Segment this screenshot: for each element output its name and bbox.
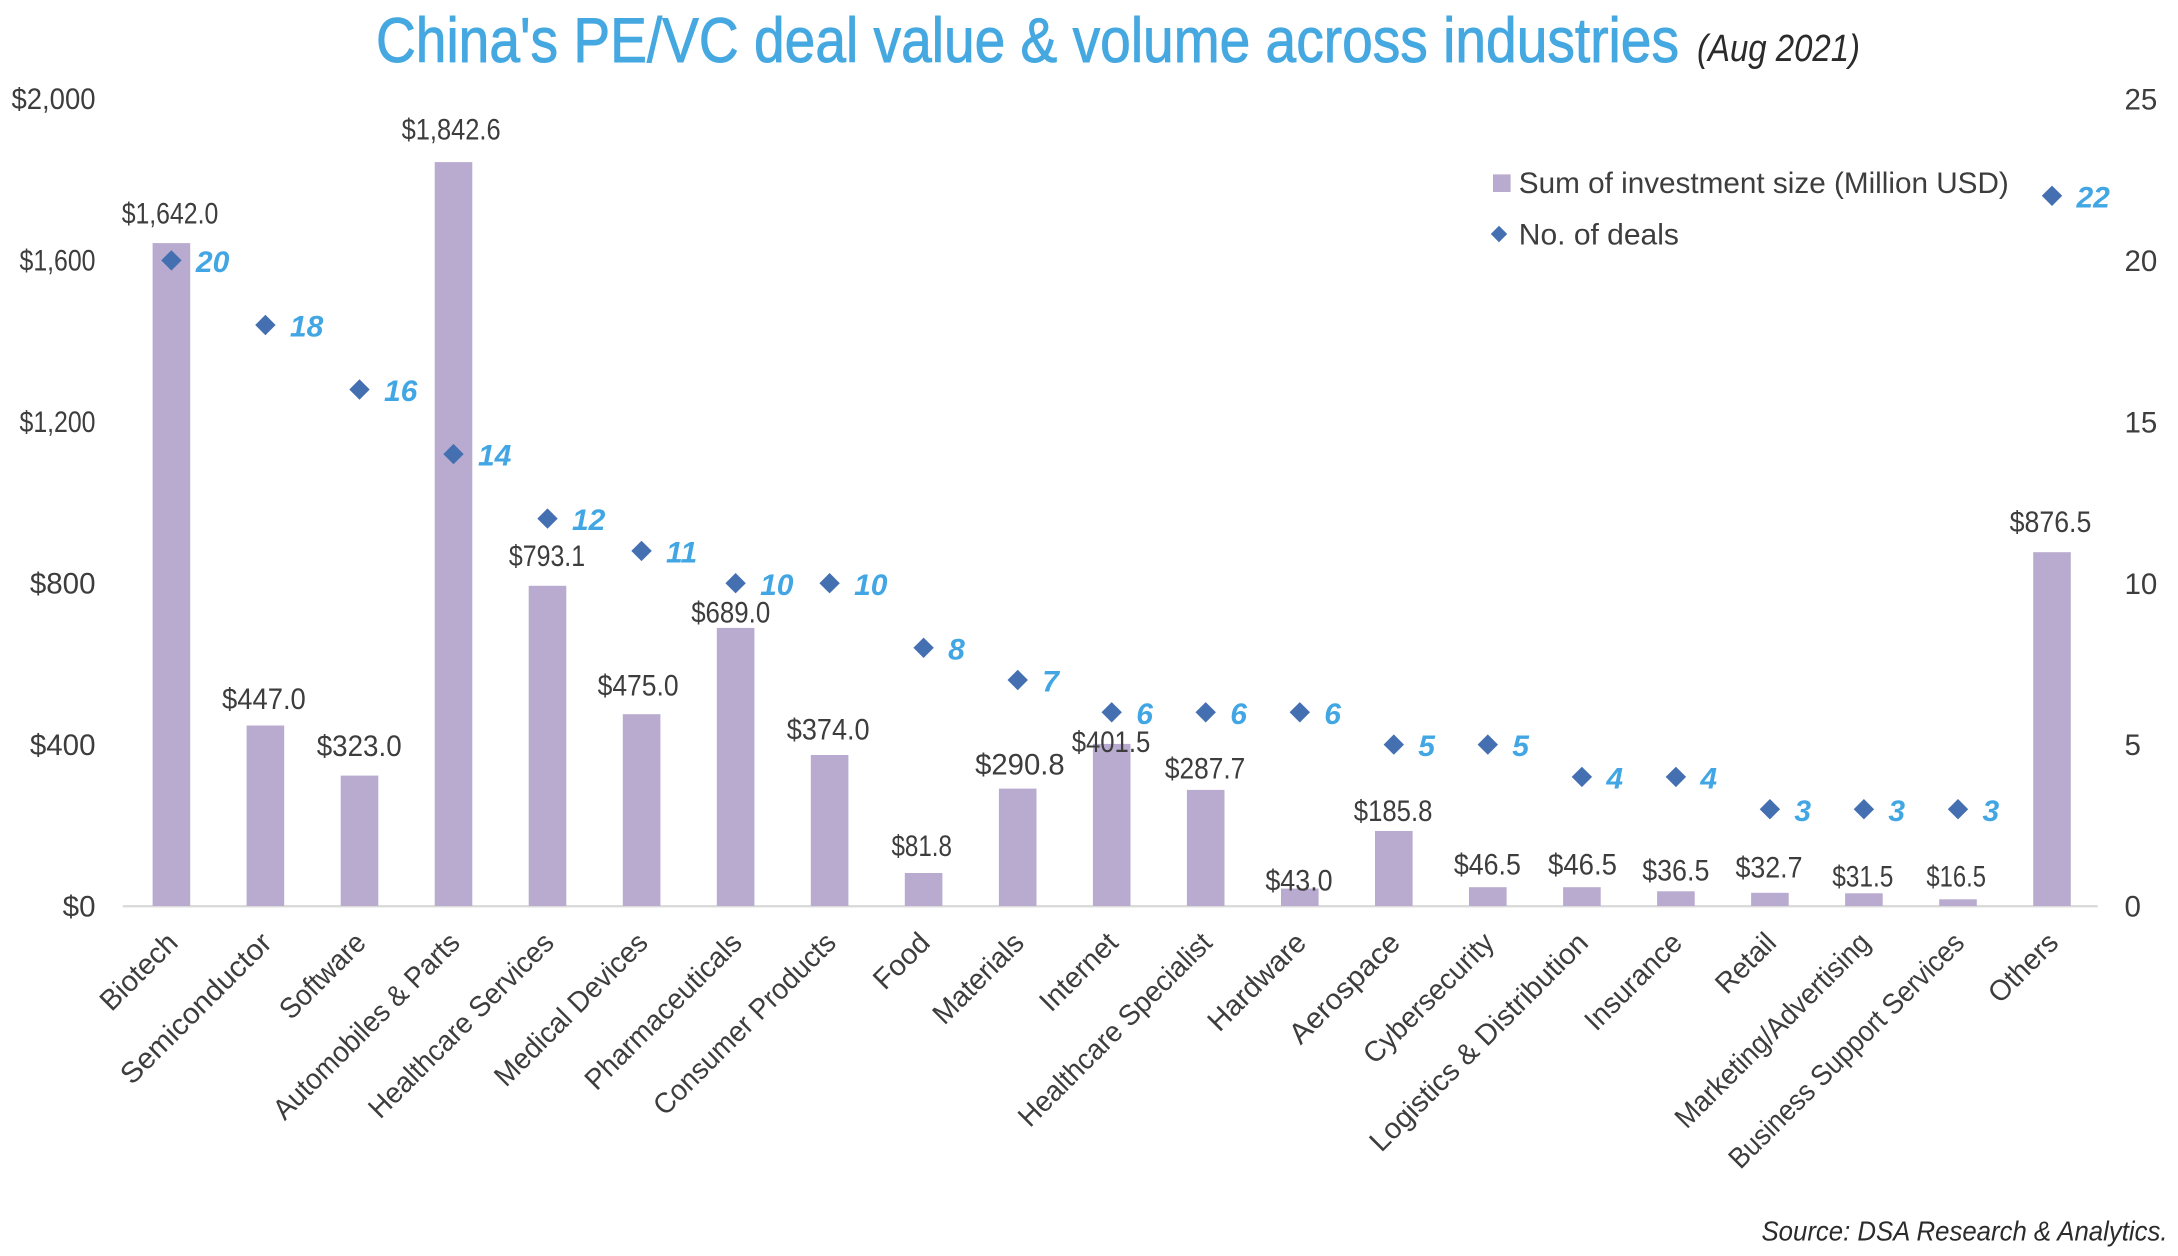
svg-text:20: 20 [195,246,230,279]
svg-text:$876.5: $876.5 [2010,506,2092,539]
svg-text:5: 5 [1418,730,1436,763]
svg-text:10: 10 [760,569,794,602]
svg-text:Source: DSA Research & Analyti: Source: DSA Research & Analytics. [1762,1216,2168,1247]
svg-text:$46.5: $46.5 [1454,848,1521,881]
svg-text:8: 8 [948,633,965,666]
svg-text:$800: $800 [30,568,96,601]
svg-text:12: 12 [572,504,606,537]
svg-text:$401.5: $401.5 [1072,726,1151,759]
svg-text:$16.5: $16.5 [1926,861,1986,894]
svg-text:10: 10 [854,569,888,602]
svg-text:7: 7 [1042,666,1060,699]
svg-text:$290.8: $290.8 [975,748,1065,781]
svg-text:No. of deals: No. of deals [1519,219,1679,252]
svg-text:3: 3 [1794,795,1811,828]
svg-text:$475.0: $475.0 [598,670,679,703]
svg-text:$36.5: $36.5 [1642,855,1709,888]
svg-text:4: 4 [1605,763,1623,796]
svg-text:$32.7: $32.7 [1736,852,1803,885]
svg-text:$689.0: $689.0 [691,596,770,629]
svg-text:(Aug 2021): (Aug 2021) [1697,28,1860,70]
svg-text:14: 14 [478,440,512,473]
svg-text:20: 20 [2125,245,2158,278]
svg-text:$447.0: $447.0 [222,683,306,716]
svg-text:3: 3 [1888,795,1905,828]
svg-text:6: 6 [1324,698,1341,731]
svg-text:$81.8: $81.8 [892,830,952,863]
svg-text:6: 6 [1230,698,1247,731]
svg-text:$0: $0 [63,891,96,924]
svg-text:$1,642.0: $1,642.0 [122,198,219,231]
svg-text:4: 4 [1699,763,1717,796]
svg-text:$287.7: $287.7 [1165,753,1245,786]
svg-text:3: 3 [1983,795,2000,828]
svg-text:$1,842.6: $1,842.6 [402,114,501,147]
svg-text:0: 0 [2125,891,2141,924]
svg-text:$43.0: $43.0 [1265,864,1332,897]
svg-text:11: 11 [666,537,697,570]
svg-text:$46.5: $46.5 [1548,849,1617,882]
svg-text:5: 5 [1512,730,1530,763]
svg-text:$400: $400 [30,729,96,762]
svg-text:$1,600: $1,600 [20,245,96,278]
svg-text:$1,200: $1,200 [20,406,96,439]
svg-text:10: 10 [2125,568,2158,601]
svg-text:15: 15 [2125,406,2158,439]
svg-text:$2,000: $2,000 [12,83,96,116]
svg-text:$31.5: $31.5 [1832,861,1893,894]
svg-text:China's PE/VC deal value & vol: China's PE/VC deal value & volume across… [376,6,1679,76]
svg-text:Sum of investment size (Millio: Sum of investment size (Million USD) [1519,167,2009,200]
svg-text:$793.1: $793.1 [509,540,585,573]
svg-text:22: 22 [2076,181,2111,214]
svg-text:5: 5 [2125,729,2141,762]
svg-text:$374.0: $374.0 [787,714,870,747]
svg-text:6: 6 [1136,698,1153,731]
svg-text:$323.0: $323.0 [317,730,402,763]
svg-text:18: 18 [290,311,324,344]
svg-text:16: 16 [384,375,418,408]
svg-text:$185.8: $185.8 [1354,795,1433,828]
svg-text:25: 25 [2125,84,2158,117]
